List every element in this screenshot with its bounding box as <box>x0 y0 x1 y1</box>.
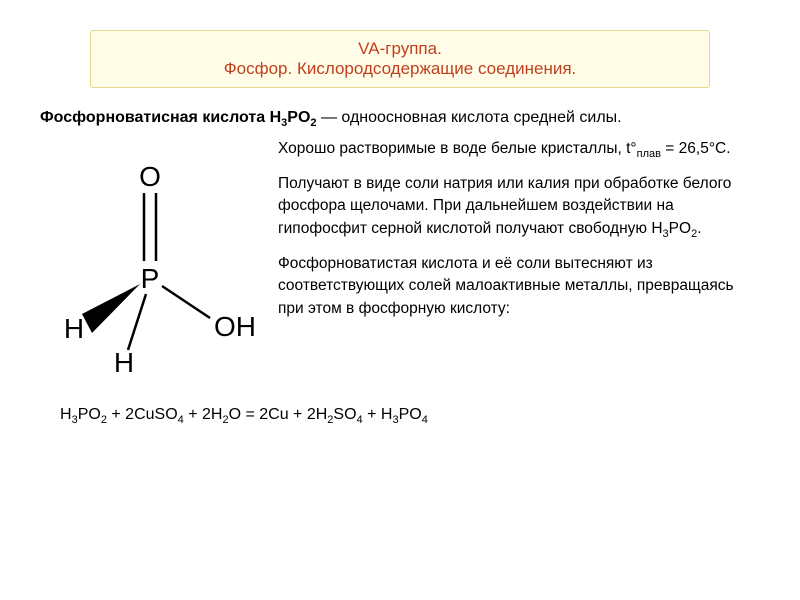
eq14: PO <box>399 406 422 423</box>
p2e: . <box>697 220 701 237</box>
structure-svg: P O H H OH <box>40 138 260 378</box>
p1b: = 26,5°C. <box>661 140 731 157</box>
atom-OH: OH <box>214 311 256 342</box>
intro-bold-a: Фосфорноватисная кислота H <box>40 109 281 126</box>
p1a: Хорошо растворимые в воде белые кристалл… <box>278 140 637 157</box>
desc-p1: Хорошо растворимые в воде белые кристалл… <box>278 138 760 163</box>
eq15: 4 <box>422 414 428 426</box>
atom-H2: H <box>114 347 134 378</box>
intro-sub2: 2 <box>310 117 316 129</box>
desc-p3: Фосфорноватистая кислота и её соли вытес… <box>278 253 760 320</box>
eq6: + 2H <box>184 406 223 423</box>
p2m: PO <box>669 220 691 237</box>
eq8: O = 2Cu + 2H <box>229 406 328 423</box>
eq0: H <box>60 406 72 423</box>
eq4: + 2CuSO <box>107 406 178 423</box>
eq10: SO <box>333 406 356 423</box>
eq2: PO <box>78 406 101 423</box>
chemical-structure: P O H H OH <box>40 138 260 378</box>
intro-text: Фосфорноватисная кислота H3PO2 — одноосн… <box>40 106 760 132</box>
atom-H1: H <box>64 313 84 344</box>
atom-O: O <box>139 161 161 192</box>
intro-rest: — одноосновная кислота средней силы. <box>321 109 622 126</box>
p1sub: плав <box>637 148 661 160</box>
chemical-equation: H3PO2 + 2CuSO4 + 2H2O = 2Cu + 2H2SO4 + H… <box>60 406 760 426</box>
atom-P: P <box>141 263 160 294</box>
eq12: + H <box>363 406 393 423</box>
desc-p2: Получают в виде соли натрия или калия пр… <box>278 173 760 243</box>
header-line2: Фосфор. Кислородсодержащие соединения. <box>111 59 689 79</box>
intro-mid: PO <box>287 109 310 126</box>
header-box: VA-группа. Фосфор. Кислородсодержащие со… <box>90 30 710 88</box>
intro-bold: Фосфорноватисная кислота H3PO2 <box>40 109 321 126</box>
content-row: P O H H OH Хорошо растворимые в воде бел… <box>40 138 760 378</box>
description-block: Хорошо растворимые в воде белые кристалл… <box>278 138 760 378</box>
header-line1: VA-группа. <box>111 39 689 59</box>
